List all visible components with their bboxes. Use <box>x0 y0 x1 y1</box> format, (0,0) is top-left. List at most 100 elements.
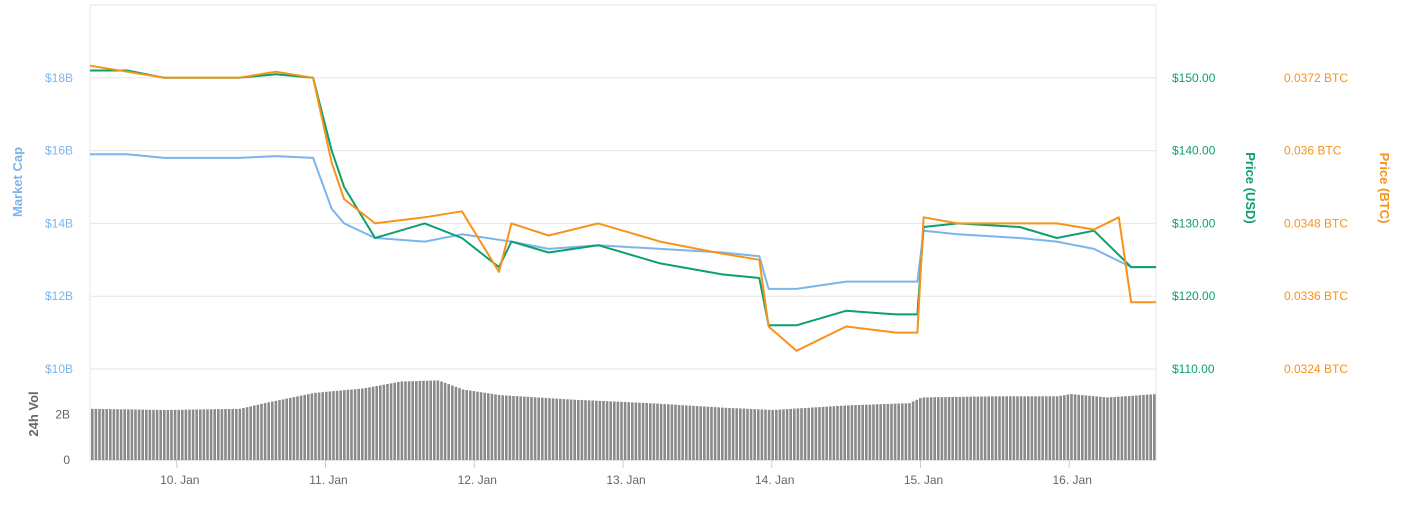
volume-bar <box>325 391 328 460</box>
volume-bar <box>465 390 468 460</box>
volume-bar <box>382 384 386 460</box>
volume-bar <box>875 404 879 460</box>
series-lines <box>89 64 1156 352</box>
volume-bar <box>242 408 245 460</box>
volume-bar <box>800 408 803 460</box>
axes: $10B $12B $14B $16B $18B $110.00 $120.00 $130.0… <box>45 71 1348 487</box>
volume-bar <box>764 409 767 460</box>
volume-bar <box>890 403 893 460</box>
volume-bar <box>1001 396 1005 460</box>
volume-bar <box>487 393 490 460</box>
volume-bar <box>418 380 422 460</box>
volume-bar <box>1077 394 1080 460</box>
volume-bar <box>807 407 810 460</box>
volume-bar <box>771 409 774 460</box>
volume-bar <box>717 407 720 460</box>
volume-bar <box>814 407 818 460</box>
x-tick-label: 16. Jan <box>1053 473 1092 487</box>
volume-bar <box>1138 395 1142 460</box>
volume-bar <box>357 388 360 460</box>
volume-bar <box>681 405 684 460</box>
volume-bar <box>818 407 821 460</box>
volume-bar <box>483 392 486 460</box>
volume-bar <box>861 404 864 460</box>
volume-bar <box>695 406 699 460</box>
volume-bar <box>1117 396 1120 460</box>
price-usd-line <box>90 69 1156 327</box>
x-tick-label: 12. Jan <box>458 473 497 487</box>
volume-bar <box>559 398 562 460</box>
volume-bar <box>839 405 843 460</box>
volume-tick-label: 0 <box>63 453 70 467</box>
volume-bar <box>397 382 400 460</box>
volume-bar <box>746 408 749 460</box>
volume-bar <box>901 403 904 460</box>
volume-bar <box>1091 396 1095 460</box>
volume-bar <box>523 396 526 460</box>
volume-bar <box>1153 394 1156 460</box>
price-btc-tick-label: 0.0348 BTC <box>1284 216 1348 230</box>
volume-bar <box>879 404 882 460</box>
volume-bar <box>595 400 598 460</box>
volume-bar <box>134 409 137 460</box>
volume-bar <box>926 397 929 460</box>
volume-bar <box>425 380 429 460</box>
volume-bar <box>609 401 612 460</box>
volume-bar <box>105 409 108 460</box>
volume-bar <box>919 398 922 460</box>
volume-bar <box>962 396 965 460</box>
volume-bar <box>1124 396 1127 460</box>
volume-bar <box>411 381 414 460</box>
volume-bar <box>361 388 364 460</box>
volume-bar <box>544 397 548 460</box>
volume-bar <box>580 400 584 460</box>
volume-bar <box>515 396 519 460</box>
volume-bar <box>1041 396 1044 460</box>
volume-bar <box>429 380 432 460</box>
volume-bar <box>436 380 440 460</box>
volume-bar <box>249 406 252 460</box>
volume-bar <box>638 402 641 460</box>
volume-bar <box>908 403 911 460</box>
volume-bar <box>195 409 198 460</box>
volume-bar <box>141 409 144 460</box>
volume-bar <box>400 381 404 460</box>
volume-bar <box>724 407 728 460</box>
volume-bar <box>613 401 616 460</box>
volume-bar <box>721 407 724 460</box>
volume-bar <box>541 397 544 460</box>
volume-bar <box>821 406 825 460</box>
volume-bar <box>310 393 314 460</box>
volume-bar <box>501 395 504 460</box>
volume-bar <box>109 409 112 460</box>
volume-bar <box>447 384 450 460</box>
volume-bar <box>188 409 191 460</box>
volume-bar <box>314 392 317 460</box>
volume-bar <box>119 409 123 460</box>
market-cap-tick-label: $10B <box>45 362 73 376</box>
volume-bar <box>865 404 868 460</box>
volume-bar <box>728 408 731 460</box>
volume-bar <box>602 401 605 460</box>
volume-bar <box>101 409 105 460</box>
volume-bar <box>253 405 256 460</box>
volume-bar <box>562 399 566 460</box>
x-tick-label: 11. Jan <box>309 473 347 487</box>
volume-bar <box>469 390 472 460</box>
volume-bar <box>209 409 213 460</box>
volume-bar <box>451 385 454 460</box>
volume-bar <box>951 397 954 460</box>
volume-bar <box>897 403 900 460</box>
volume-bar <box>947 397 951 460</box>
volume-bar <box>440 381 443 460</box>
volume-bar <box>375 386 378 460</box>
volume-bar <box>263 403 267 460</box>
volume-bar <box>389 383 393 460</box>
volume-bar <box>1088 395 1091 460</box>
volume-bar <box>94 408 98 460</box>
volume-bar <box>677 405 681 460</box>
volume-bar <box>303 394 306 460</box>
volume-bar <box>569 399 573 460</box>
volume-bar <box>332 391 335 460</box>
volume-bar <box>404 381 407 460</box>
